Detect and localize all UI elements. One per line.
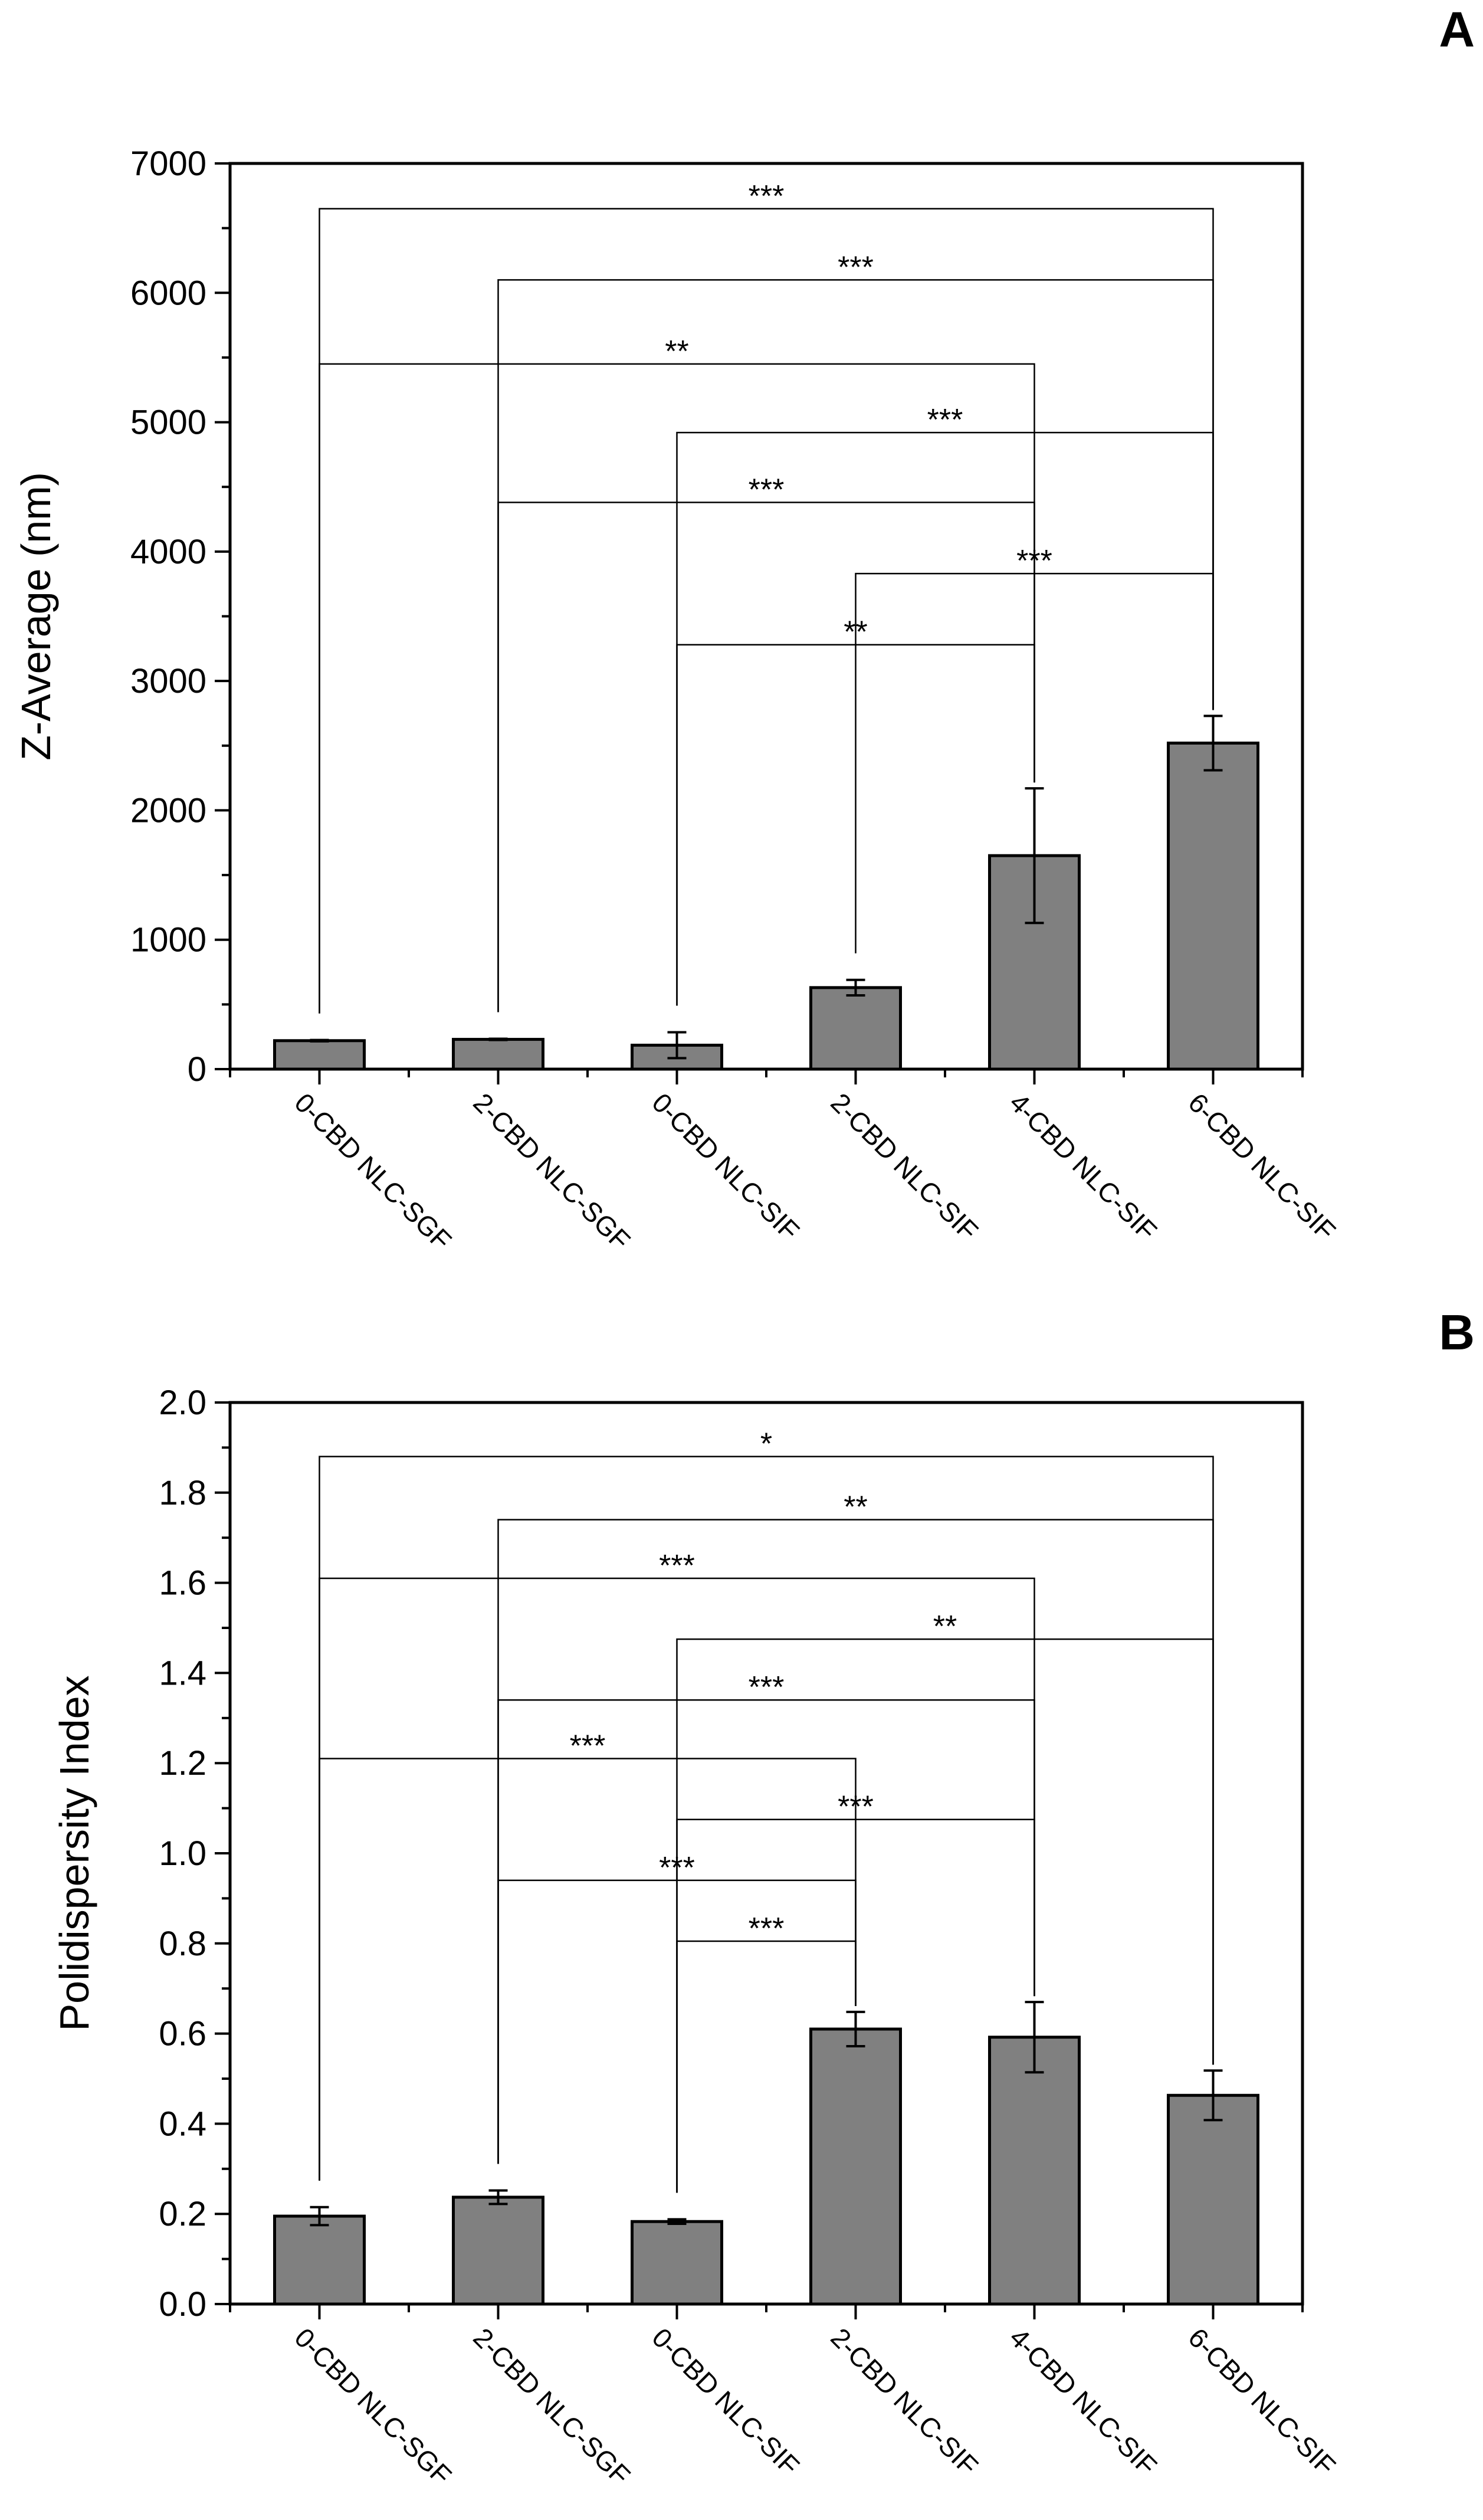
y-tick-label-5: 5000 [130,404,206,442]
significance-label-4: *** [749,473,785,507]
plot-frame [228,162,1304,1071]
chart-panel-b: ***********************0.00.20.40.60.81.… [51,1384,1341,2490]
bar-1 [452,2195,544,2306]
significance-label-7: *** [659,1851,695,1885]
error-bar-3 [846,978,865,997]
error-bar-3 [846,2010,865,2047]
y-tick-label-1: 0.2 [159,2195,206,2233]
significance-label-8: *** [749,1912,785,1946]
significance-label-0: *** [749,179,785,214]
significance-bracket-4 [497,502,1035,1012]
y-axis-title: Z-Average (nm) [13,472,59,761]
error-bar-5 [1203,2069,1223,2122]
y-tick-label-0: 0 [188,1050,206,1089]
bar-0 [273,2214,366,2306]
panel-label-a: A [1439,2,1475,57]
significance-label-5: *** [570,1729,606,1764]
y-tick-label-6: 1.2 [159,1744,206,1782]
significance-label-2: ** [665,335,688,369]
y-tick-label-9: 1.8 [159,1474,206,1512]
y-tick-label-3: 3000 [130,662,206,700]
bar-4 [988,2036,1081,2306]
bar-5 [1167,2093,1259,2306]
bar-0 [273,1039,366,1071]
error-bar-4 [1025,787,1044,925]
error-bar-5 [1203,715,1223,772]
y-tick-label-10: 2.0 [159,1384,206,1422]
y-axis-title: Polidispersity Index [51,1675,97,2031]
significance-bracket-5 [855,572,1214,953]
bar-2 [631,2220,723,2306]
x-tick-label-2: 0-CBD NLC-SIF [646,2322,805,2481]
significance-bracket-5 [319,1758,857,2181]
x-tick-label-5: 6-CBD NLC-SIF [1182,2322,1341,2481]
significance-label-3: *** [927,403,963,437]
y-tick-label-7: 1.4 [159,1654,206,1692]
panel-label-b: B [1439,1305,1475,1360]
y-tick-label-2: 0.4 [159,2105,206,2143]
y-tick-label-4: 0.8 [159,1925,206,1963]
error-bar-2 [667,1031,687,1060]
bar-5 [1167,741,1259,1071]
significance-label-1: ** [844,1490,867,1525]
y-tick-label-4: 4000 [130,533,206,571]
error-bar-0 [310,1038,329,1043]
chart-panel-a: *******************010002000300040005000… [13,145,1341,1256]
significance-label-6: *** [838,1790,874,1824]
bar-3 [809,2027,902,2306]
significance-label-1: *** [838,250,874,284]
x-tick-label-0: 0-CBD NLC-SGF [288,2322,457,2490]
x-tick-label-3: 2-CBD NLC-SIF [825,2322,984,2481]
y-tick-label-2: 2000 [130,791,206,830]
significance-bracket-8 [676,1940,857,2193]
y-tick-label-6: 6000 [130,274,206,312]
y-tick-label-1: 1000 [130,921,206,959]
significance-bracket-3 [676,431,1214,1006]
error-bar-4 [1025,2001,1044,2074]
y-tick-label-5: 1.0 [159,1834,206,1873]
plot-frame [228,1401,1304,2306]
x-tick-label-0: 0-CBD NLC-SGF [288,1087,457,1256]
bar-3 [809,986,902,1071]
significance-label-3: ** [933,1610,957,1644]
x-tick-label-5: 6-CBD NLC-SIF [1182,1087,1341,1246]
y-tick-label-3: 0.6 [159,2015,206,2053]
significance-label-0: * [760,1427,772,1461]
bar-1 [452,1038,544,1071]
x-tick-label-4: 4-CBD NLC-SIF [1003,2322,1163,2481]
x-tick-label-1: 2-CBD NLC-SGF [467,2322,636,2490]
y-tick-label-7: 7000 [130,145,206,183]
x-tick-label-4: 4-CBD NLC-SIF [1003,1087,1163,1246]
x-tick-label-3: 2-CBD NLC-SIF [825,1087,984,1246]
significance-bracket-6 [676,644,1035,1006]
x-tick-label-2: 0-CBD NLC-SIF [646,1087,805,1246]
significance-label-2: *** [659,1549,695,1583]
y-tick-label-8: 1.6 [159,1564,206,1603]
y-tick-label-0: 0.0 [159,2285,206,2324]
error-bar-0 [310,2206,329,2227]
error-bar-2 [667,2218,687,2226]
significance-label-6: ** [844,615,867,650]
significance-label-5: *** [1016,544,1052,578]
significance-label-4: *** [749,1670,785,1705]
error-bar-1 [488,2189,508,2206]
error-bar-1 [488,1037,508,1041]
x-tick-label-1: 2-CBD NLC-SGF [467,1087,636,1256]
